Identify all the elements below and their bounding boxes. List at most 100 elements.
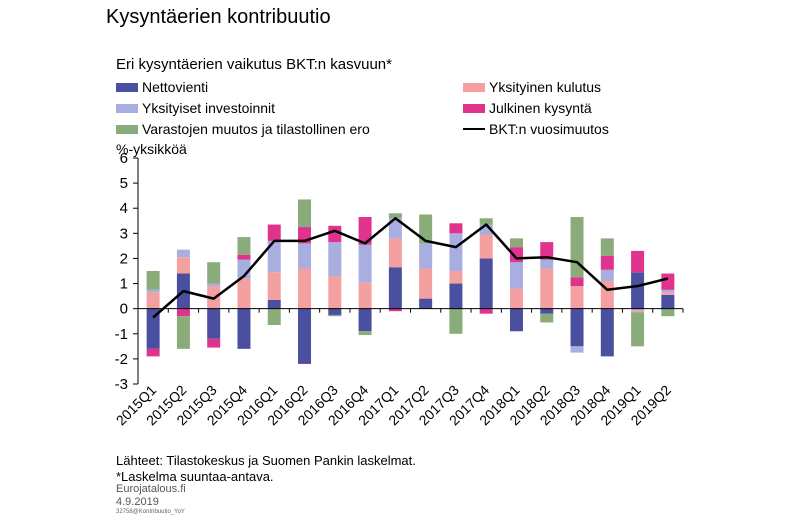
bar-segment-public-demand <box>358 217 372 245</box>
legend-swatch-inventories <box>116 124 138 134</box>
bar-segment-private-investment <box>600 269 614 282</box>
legend-swatch-private-investment <box>116 103 138 113</box>
y-tick-label: -3 <box>115 376 128 393</box>
bar-segment-private-investment <box>146 289 160 293</box>
bar-segment-private-investment <box>176 249 190 258</box>
bar-segment-public-demand <box>328 225 342 243</box>
footnote-date: 4.9.2019 <box>116 496 159 508</box>
bar-segment-net-exports <box>540 308 554 314</box>
bar-segment-private-consumption <box>388 238 402 268</box>
bar-segment-public-demand <box>388 308 402 312</box>
legend-label-private-consumption: Yksityinen kulutus <box>489 79 602 95</box>
legend-label-inventories: Varastojen muutos ja tilastollinen ero <box>142 121 370 137</box>
bar-segment-private-consumption <box>631 308 645 312</box>
legend-label-public-demand: Julkinen kysyntä <box>489 100 592 116</box>
legend-item-inventories: Varastojen muutos ja tilastollinen ero <box>116 121 370 137</box>
bar-segment-public-demand <box>479 308 493 314</box>
bar-segment-public-demand <box>146 348 160 357</box>
bar-segment-inventories <box>419 214 433 244</box>
bar-segment-net-exports <box>328 308 342 315</box>
bar-segment-public-demand <box>661 273 675 290</box>
bar-segment-net-exports <box>207 308 221 339</box>
bar-segment-net-exports <box>600 308 614 357</box>
bar-segment-public-demand <box>267 224 281 241</box>
bar-segment-inventories <box>237 237 251 255</box>
bar-segment-private-consumption <box>146 292 160 309</box>
bar-segment-private-investment <box>570 346 584 353</box>
bar-segment-private-investment <box>207 283 221 287</box>
bar-segment-inventories <box>267 308 281 325</box>
bar-segment-private-investment <box>540 259 554 269</box>
bar-segment-private-investment <box>631 311 645 313</box>
chart-subtitle: Eri kysyntäerien vaikutus BKT:n kasvuun* <box>116 56 392 73</box>
bar-segment-private-consumption <box>570 286 584 309</box>
bar-segment-public-demand <box>207 338 221 348</box>
bar-segment-private-consumption <box>237 278 251 309</box>
bar-segment-private-investment <box>509 262 523 289</box>
bar-segment-private-investment <box>479 224 493 235</box>
legend-label-private-investment: Yksityiset investoinnit <box>142 100 276 116</box>
bar-segment-public-demand <box>449 223 463 234</box>
gdp-line <box>152 217 669 319</box>
bar-segment-private-investment <box>267 240 281 273</box>
bar-segment-inventories <box>570 217 584 278</box>
bar-segment-private-investment <box>358 244 372 283</box>
bar-segment-private-consumption <box>509 288 523 309</box>
legend-swatch-gdp <box>463 128 485 130</box>
bar-segment-inventories <box>631 312 645 347</box>
bar-segment-private-investment <box>449 233 463 271</box>
bar-segment-inventories <box>600 238 614 256</box>
bar-segment-inventories <box>298 199 312 228</box>
y-tick-label: 4 <box>120 200 128 217</box>
bar-segment-net-exports <box>237 308 251 349</box>
bar-segment-inventories <box>358 331 372 336</box>
bar-segment-inventories <box>207 262 221 284</box>
y-tick-label: 6 <box>120 150 128 167</box>
bar-segment-inventories <box>661 308 675 317</box>
y-tick-label: -1 <box>115 326 128 343</box>
bar-segment-inventories <box>509 238 523 248</box>
bar-segment-inventories <box>176 316 190 349</box>
bar-segment-inventories <box>328 314 342 317</box>
bar-segment-private-consumption <box>540 268 554 309</box>
page-title: Kysyntäerien kontribuutio <box>106 6 331 28</box>
legend-label-net-exports: Nettovienti <box>142 79 209 95</box>
bar-segment-private-investment <box>661 289 675 293</box>
bar-segment-public-demand <box>176 308 190 317</box>
bar-segment-private-consumption <box>419 268 433 299</box>
legend-item-private-consumption: Yksityinen kulutus <box>463 79 601 95</box>
legend-item-private-investment: Yksityiset investoinnit <box>116 100 275 116</box>
y-tick-label: 0 <box>120 301 128 318</box>
bar-segment-inventories <box>540 313 554 323</box>
bar-segment-net-exports <box>388 267 402 309</box>
bar-segment-inventories <box>388 213 402 219</box>
bar-segment-net-exports <box>146 308 160 349</box>
bar-segment-net-exports <box>661 294 675 309</box>
bar-segment-public-demand <box>237 254 251 260</box>
bar-segment-net-exports <box>631 272 645 309</box>
bar-segment-net-exports <box>509 308 523 332</box>
bar-segment-private-consumption <box>298 268 312 309</box>
bar-segment-private-investment <box>388 218 402 239</box>
bar-segment-public-demand <box>631 250 645 273</box>
footnote-site: Eurojatalous.fi <box>116 483 186 495</box>
footnote-code: 32758@Kontribuutio_YoY <box>116 509 185 515</box>
bar-segment-net-exports <box>570 308 584 347</box>
bar-segment-private-investment <box>328 242 342 277</box>
bar-segment-net-exports <box>267 299 281 309</box>
legend-item-net-exports: Nettovienti <box>116 79 208 95</box>
bar-segment-private-consumption <box>176 257 190 274</box>
y-tick-label: 5 <box>120 175 128 192</box>
y-tick-label: 3 <box>120 225 128 242</box>
bar-segment-public-demand <box>570 277 584 287</box>
bar-segment-net-exports <box>358 308 372 332</box>
bar-segment-private-consumption <box>449 271 463 284</box>
bar-segment-net-exports <box>449 283 463 309</box>
bar-segment-private-consumption <box>328 276 342 309</box>
y-tick-label: -2 <box>115 351 128 368</box>
bar-segment-private-investment <box>298 243 312 269</box>
legend-label-gdp: BKT:n vuosimuutos <box>489 121 609 137</box>
y-tick-label: 2 <box>120 250 128 267</box>
y-tick-label: 1 <box>120 276 128 293</box>
